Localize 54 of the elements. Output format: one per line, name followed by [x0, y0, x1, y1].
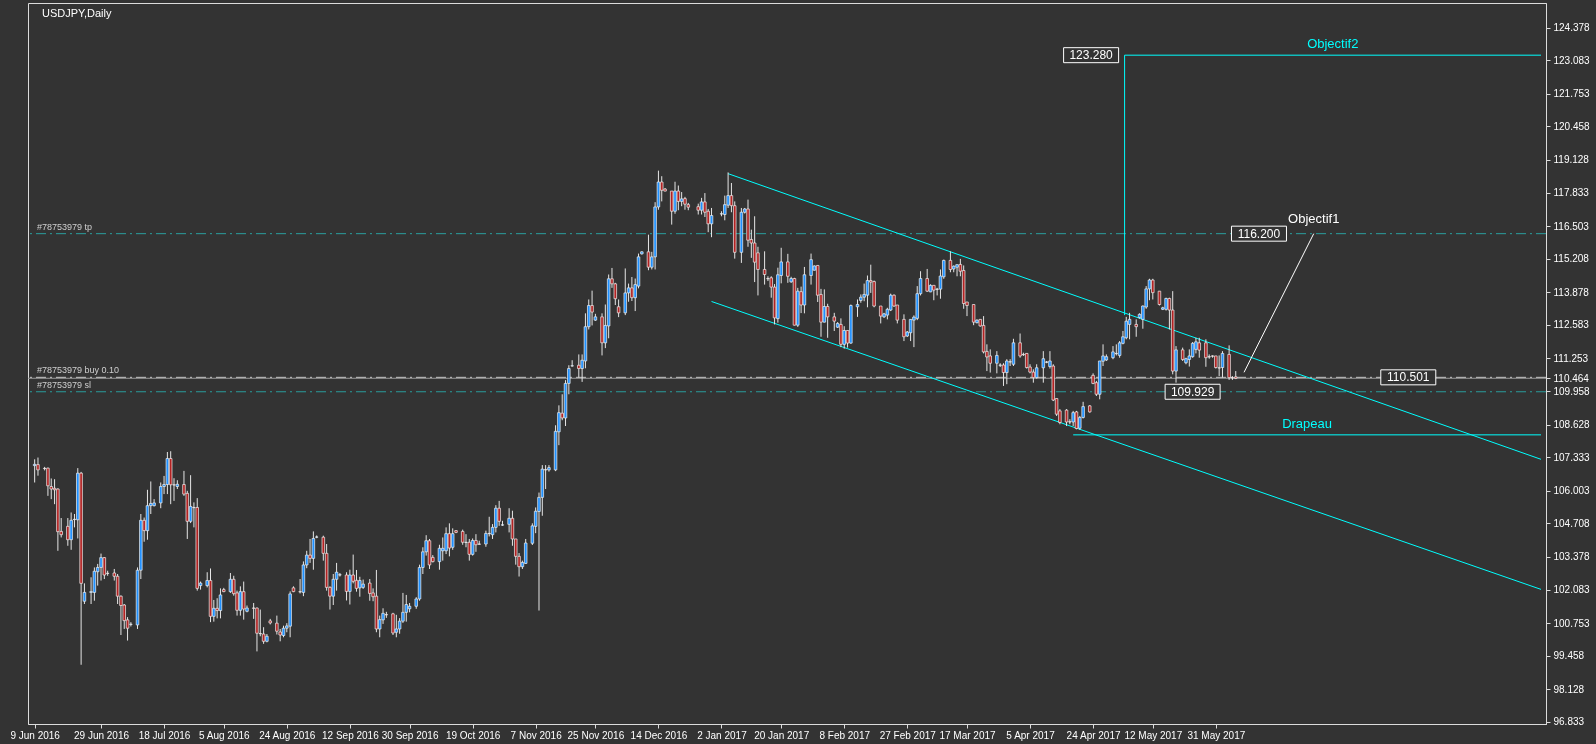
ref-line-label: #78753979 sl: [37, 379, 92, 390]
y-tick-label: 108.628: [1553, 419, 1591, 431]
x-tick-label: 8 Feb 2017: [819, 729, 871, 741]
y-tick-label: 111.253: [1553, 352, 1589, 364]
x-tick-label: 9 Jun 2016: [10, 729, 61, 741]
ref-line-label: #78753979 tp: [37, 221, 93, 232]
x-tick-label: 30 Sep 2016: [381, 729, 439, 741]
y-tick-label: 117.833: [1553, 187, 1590, 198]
y-tick-label: 109.958: [1553, 385, 1591, 397]
y-tick-label: 124.378: [1553, 22, 1591, 33]
x-tick-label: 25 Nov 2016: [567, 729, 625, 741]
series-label: Objectif2: [1307, 36, 1359, 52]
y-tick-label: 103.378: [1553, 551, 1591, 563]
x-tick-label: 27 Feb 2017: [879, 729, 937, 741]
x-tick-label: 17 Mar 2017: [939, 729, 997, 741]
y-tick-label: 106.003: [1553, 485, 1591, 497]
x-tick-label: 31 May 2017: [1187, 729, 1246, 741]
annotation: 116.200: [1237, 226, 1281, 241]
x-tick-label: 18 Jul 2016: [138, 729, 191, 741]
y-tick-label: 120.458: [1553, 120, 1591, 132]
y-tick-label: 113.878: [1553, 286, 1590, 298]
x-tick-label: 12 May 2017: [1124, 729, 1183, 741]
x-tick-label: 24 Aug 2016: [259, 729, 316, 741]
series-label: Drapeau: [1282, 415, 1333, 431]
x-tick-label: 5 Aug 2016: [198, 729, 251, 741]
y-tick-label: 98.128: [1553, 683, 1585, 695]
y-tick-label: 110.464: [1553, 372, 1590, 384]
data-label: 123.280: [1069, 48, 1114, 63]
y-tick-label: 123.083: [1553, 54, 1591, 66]
x-tick-label: 7 Nov 2016: [510, 729, 563, 741]
x-tick-label: 19 Oct 2016: [445, 729, 501, 741]
x-tick-label: 2 Jan 2017: [697, 729, 748, 741]
y-tick-label: 116.503: [1553, 220, 1590, 232]
y-tick-label: 107.333: [1553, 451, 1591, 463]
y-tick-label: 115.208: [1553, 253, 1590, 265]
annotation: 109.929: [1170, 384, 1215, 399]
x-tick-label: 14 Dec 2016: [630, 729, 688, 741]
x-tick-label: 12 Sep 2016: [322, 729, 380, 741]
annotation: 110.501: [1387, 370, 1430, 385]
y-tick-label: 104.708: [1553, 517, 1591, 529]
chart-title: USDJPY,Daily: [42, 7, 112, 19]
y-tick-label: 121.753: [1553, 88, 1591, 100]
x-tick-label: 20 Jan 2017: [754, 729, 810, 741]
y-tick-label: 119.128: [1553, 154, 1590, 166]
ref-line-label: #78753979 buy 0.10: [37, 365, 120, 376]
series-label: Objectif1: [1288, 210, 1340, 226]
x-tick-label: 24 Apr 2017: [1066, 729, 1121, 741]
y-tick-label: 112.583: [1553, 319, 1590, 331]
y-tick-label: 100.753: [1553, 617, 1591, 629]
x-tick-label: 29 Jun 2016: [73, 729, 130, 741]
y-tick-label: 99.458: [1553, 650, 1585, 662]
x-tick-label: 5 Apr 2017: [1006, 729, 1056, 741]
y-tick-label: 96.833: [1553, 716, 1585, 728]
y-tick-label: 102.083: [1553, 584, 1591, 596]
